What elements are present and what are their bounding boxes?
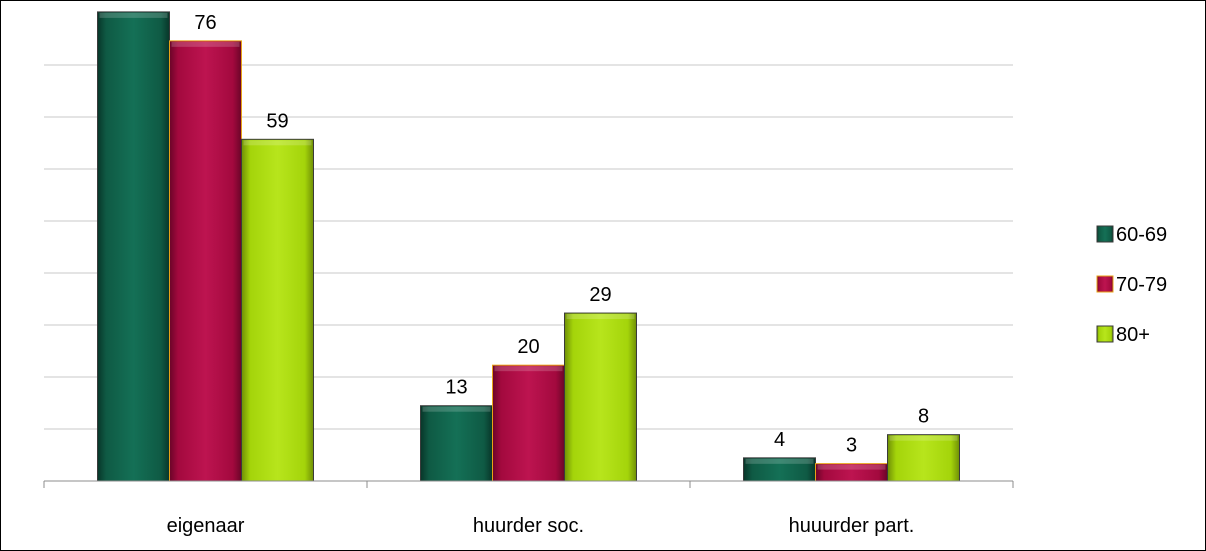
value-label-6069-0: 81 <box>122 0 144 5</box>
value-label-6069-2: 4 <box>774 429 785 451</box>
category-label-0: eigenaar <box>167 515 245 537</box>
value-label-80-1: 29 <box>589 284 611 306</box>
value-label-80-0: 59 <box>266 110 288 132</box>
category-labels: eigenaar huurder soc. huuurder part. <box>167 515 915 537</box>
bar-bevel-80-2 <box>889 435 958 441</box>
category-label-1: huurder soc. <box>473 515 584 537</box>
bar-bevel-7079-0 <box>171 41 240 47</box>
x-axis <box>43 480 1014 488</box>
bar-bevel-6069-1 <box>422 406 491 412</box>
bar-80-0 <box>241 138 314 482</box>
value-label-7079-1: 20 <box>517 336 539 358</box>
bar-7079-0 <box>169 40 242 482</box>
bar-6069-0 <box>97 11 170 482</box>
legend-label-6069: 60-69 <box>1116 224 1167 246</box>
category-label-2: huuurder part. <box>789 515 915 537</box>
legend-swatch-7079 <box>1096 275 1114 293</box>
bar-7079-1 <box>492 364 565 482</box>
value-labels: 81 76 59 13 20 29 4 3 8 <box>122 0 929 457</box>
bar-6069-1 <box>420 405 493 482</box>
value-label-80-2: 8 <box>918 406 929 428</box>
legend-swatch-6069 <box>1096 225 1114 243</box>
bar-bevel-6069-2 <box>745 458 814 464</box>
bar-bevel-80-1 <box>566 314 635 320</box>
value-label-7079-0: 76 <box>194 12 216 34</box>
bar-bevel-7079-1 <box>494 366 563 372</box>
bar-80-1 <box>564 312 637 482</box>
value-label-6069-1: 13 <box>445 377 467 399</box>
bar-bevel-80-0 <box>243 140 312 146</box>
legend: 60-69 70-79 80+ <box>1096 224 1167 346</box>
legend-label-80: 80+ <box>1116 324 1150 346</box>
legend-swatch-80 <box>1096 325 1114 343</box>
value-label-7079-2: 3 <box>846 435 857 457</box>
bar-bevel-7079-2 <box>817 464 886 470</box>
legend-label-7079: 70-79 <box>1116 274 1167 296</box>
bars <box>97 11 960 482</box>
bar-80-2 <box>887 434 960 482</box>
bar-bevel-6069-0 <box>99 12 168 18</box>
